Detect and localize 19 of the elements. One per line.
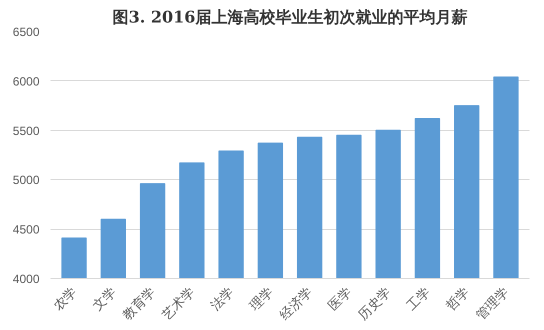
x-tick-label: 艺术学: [158, 284, 198, 322]
y-tick-label: 4000: [12, 272, 40, 286]
x-tick-label: 工学: [404, 284, 433, 314]
y-tick-label: 4500: [12, 222, 40, 237]
x-tick-label: 哲学: [442, 284, 472, 314]
y-tick-label: 6500: [12, 25, 40, 39]
x-tick-label: 医学: [325, 284, 354, 314]
y-tick-label: 5000: [12, 173, 40, 188]
chart-title: 图3. 2016届上海高校毕业生初次就业的平均月薪: [112, 8, 468, 26]
x-tick-label: 文学: [90, 284, 119, 314]
x-tick-label: 理学: [246, 284, 276, 314]
x-tick-label: 经济学: [276, 284, 315, 322]
x-tick-label: 法学: [207, 284, 236, 314]
x-tick-label: 农学: [50, 284, 80, 314]
x-tick-label: 教育学: [120, 284, 158, 322]
x-tick-label: 历史学: [355, 284, 394, 322]
y-tick-label: 6000: [12, 74, 40, 88]
y-tick-label: 5500: [12, 124, 40, 138]
x-tick-label: 管理学: [473, 284, 512, 322]
